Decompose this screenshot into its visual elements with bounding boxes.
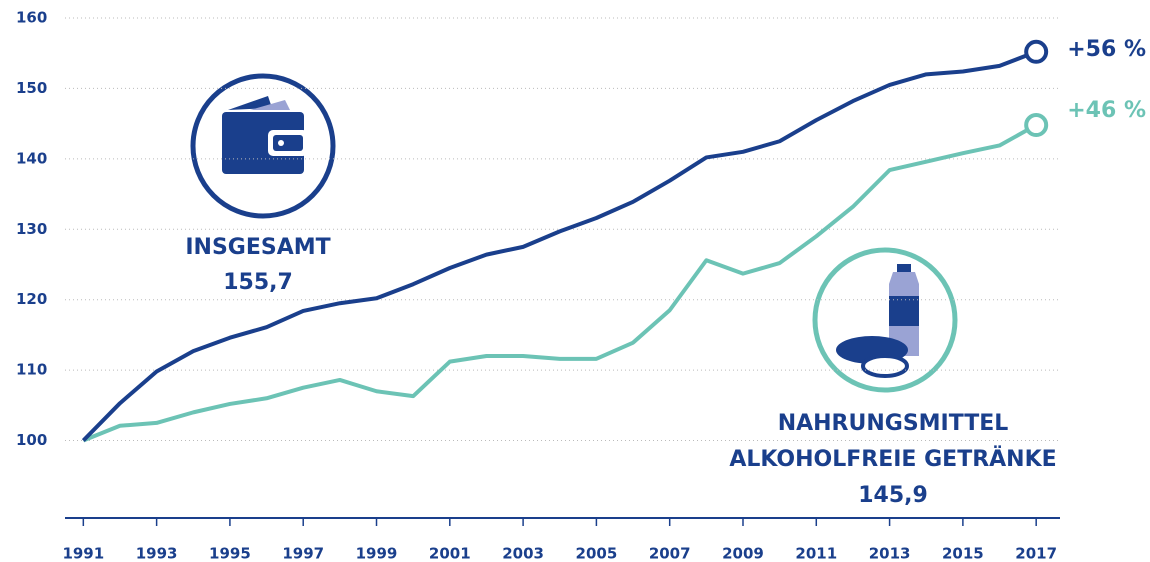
page: {"chart_data": {"type": "line", "x": [19… bbox=[0, 0, 1150, 562]
x-tick-label: 1995 bbox=[209, 545, 251, 562]
annotation: +46 % bbox=[1067, 98, 1146, 123]
y-tick-label: 110 bbox=[16, 361, 47, 379]
x-tick-label: 2003 bbox=[502, 545, 544, 562]
x-tick-label: 2011 bbox=[795, 545, 837, 562]
annotation: +56 % bbox=[1067, 37, 1146, 62]
wallet-icon bbox=[193, 76, 333, 216]
x-tick-label: 2007 bbox=[649, 545, 691, 562]
chart: INSGESAMT 155,7 NAHRUNGSMITTEL ALKOHOLFR… bbox=[0, 0, 1150, 562]
x-tick-label: 1997 bbox=[282, 545, 324, 562]
x-tick-label: 1991 bbox=[62, 545, 104, 562]
x-tick-label: 2015 bbox=[942, 545, 984, 562]
y-tick-label: 100 bbox=[16, 431, 47, 449]
series-label: ALKOHOLFREIE GETRÄNKE bbox=[729, 446, 1056, 472]
annotation: 145,9 bbox=[858, 483, 928, 508]
x-tick-label: 2013 bbox=[869, 545, 911, 562]
end-marker bbox=[1026, 115, 1046, 135]
y-tick-label: 140 bbox=[16, 149, 47, 167]
y-tick-label: 130 bbox=[16, 220, 47, 238]
y-tick-label: 160 bbox=[16, 9, 47, 27]
annotation: 155,7 bbox=[223, 270, 293, 295]
series-label: NAHRUNGSMITTEL bbox=[778, 411, 1009, 436]
x-tick-label: 1993 bbox=[136, 545, 178, 562]
y-tick-label: 150 bbox=[16, 79, 47, 97]
x-tick-label: 2009 bbox=[722, 545, 764, 562]
series-label: INSGESAMT bbox=[185, 235, 330, 260]
x-tick-label: 1999 bbox=[356, 545, 398, 562]
x-tick-label: 2005 bbox=[576, 545, 618, 562]
food-icon bbox=[815, 250, 955, 390]
x-tick-label: 2017 bbox=[1015, 545, 1057, 562]
end-marker bbox=[1026, 42, 1046, 62]
y-tick-label: 120 bbox=[16, 290, 47, 308]
x-tick-label: 2001 bbox=[429, 545, 471, 562]
